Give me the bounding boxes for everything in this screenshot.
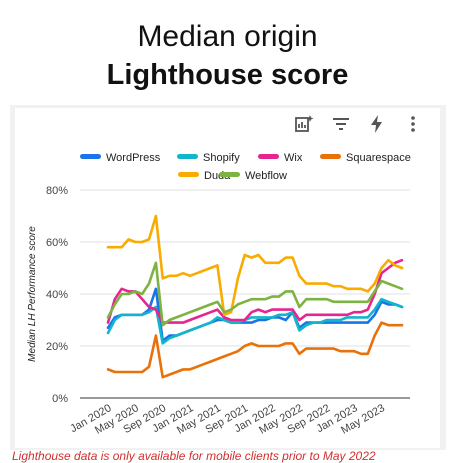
chart-explore-icon[interactable] [294, 114, 314, 134]
series-line-webflow [106, 261, 404, 327]
series-line-wix [106, 258, 404, 324]
y-tick-label: 40% [46, 289, 68, 301]
bolt-icon[interactable] [367, 114, 387, 134]
chart-card [15, 108, 440, 448]
y-tick-label: 0% [52, 393, 68, 405]
footnote: Lighthouse data is only available for mo… [12, 449, 376, 463]
legend-swatch-webflow [219, 172, 240, 177]
y-tick-label: 20% [46, 341, 68, 353]
chart-title-line2: Lighthouse score [106, 59, 349, 91]
chart-title: Median origin Lighthouse score [0, 18, 455, 94]
legend-swatch-shopify [177, 154, 198, 159]
y-tick-label: 60% [46, 237, 68, 249]
chart-title-line1: Median origin [137, 20, 318, 53]
series-line-duda [106, 214, 404, 317]
legend-label-squarespace: Squarespace [346, 152, 411, 164]
series-line-wordpress [106, 287, 404, 343]
legend-label-webflow: Webflow [245, 170, 287, 182]
legend-swatch-squarespace [320, 154, 341, 159]
legend-label-wordpress: WordPress [106, 152, 161, 164]
y-tick-label: 80% [46, 185, 68, 197]
legend-label-shopify: Shopify [203, 152, 240, 164]
legend-swatch-duda [178, 172, 199, 177]
more-vert-icon[interactable] [403, 114, 423, 134]
series-line-squarespace [106, 321, 404, 379]
filter-icon[interactable] [331, 114, 351, 134]
y-axis-title: Median LH Performance score [27, 226, 38, 362]
legend-swatch-wordpress [80, 154, 101, 159]
legend-label-wix: Wix [284, 152, 303, 164]
legend-swatch-wix [258, 154, 279, 159]
